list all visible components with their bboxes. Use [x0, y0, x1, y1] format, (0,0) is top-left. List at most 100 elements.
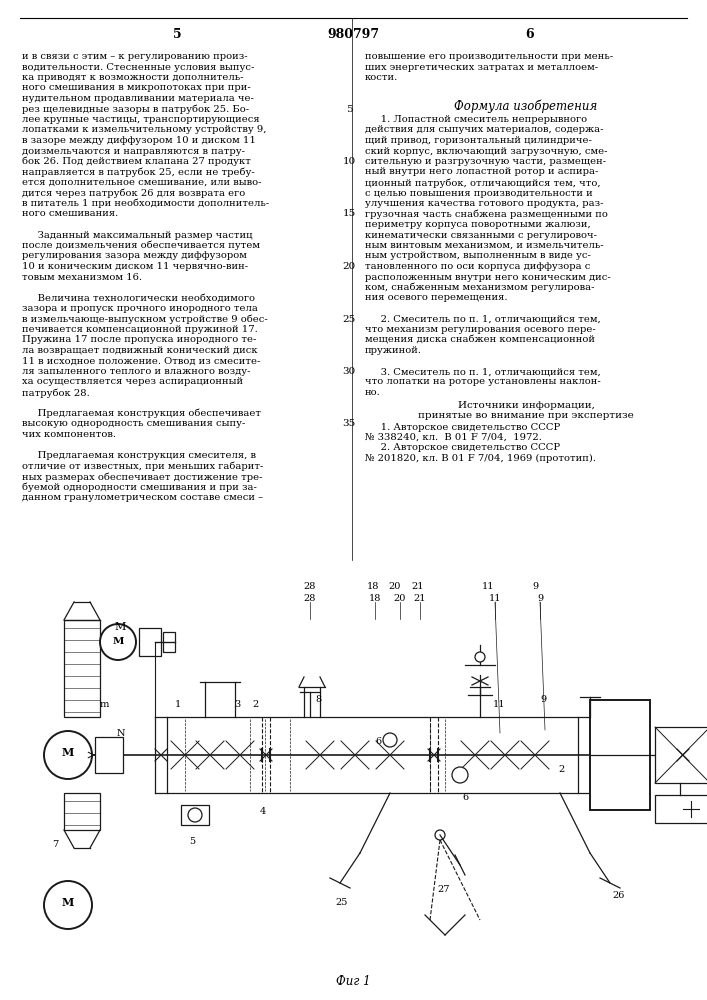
- Text: ния осевого перемещения.: ния осевого перемещения.: [365, 294, 508, 302]
- Text: Предлагаемая конструкция обеспечивает: Предлагаемая конструкция обеспечивает: [22, 409, 261, 418]
- Circle shape: [44, 881, 92, 929]
- Text: 3: 3: [234, 700, 240, 709]
- Text: 21: 21: [414, 594, 426, 603]
- Circle shape: [100, 624, 136, 660]
- Text: ский корпус, включающий загрузочную, сме-: ский корпус, включающий загрузочную, сме…: [365, 146, 607, 155]
- Text: 30: 30: [342, 367, 356, 376]
- Text: ных размерах обеспечивает достижение тре-: ных размерах обеспечивает достижение тре…: [22, 472, 262, 482]
- Text: 15: 15: [342, 210, 356, 219]
- Text: 9: 9: [537, 594, 543, 603]
- Text: кости.: кости.: [365, 73, 398, 82]
- Text: 6: 6: [462, 793, 468, 802]
- Text: 9: 9: [532, 582, 538, 591]
- Text: 5: 5: [189, 837, 195, 846]
- Text: 26: 26: [612, 891, 624, 900]
- Text: ным винтовым механизмом, и измельчитель-: ным винтовым механизмом, и измельчитель-: [365, 241, 604, 250]
- Bar: [163, 632, 175, 652]
- Text: печивается компенсационной пружиной 17.: печивается компенсационной пружиной 17.: [22, 325, 258, 334]
- Text: 980797: 980797: [327, 28, 379, 41]
- Text: 6: 6: [526, 28, 534, 41]
- Text: 18: 18: [367, 582, 379, 591]
- Text: 6: 6: [375, 737, 381, 746]
- Circle shape: [475, 652, 485, 662]
- Text: 1: 1: [175, 700, 181, 709]
- Text: 4: 4: [260, 807, 267, 816]
- Text: 18: 18: [369, 594, 381, 603]
- Text: Источники информации,: Источники информации,: [457, 400, 595, 410]
- Text: улучшения качества готового продукта, раз-: улучшения качества готового продукта, ра…: [365, 199, 604, 208]
- Text: 10 и коническим диском 11 червячно-вин-: 10 и коническим диском 11 червячно-вин-: [22, 262, 248, 271]
- Text: ка приводят к возможности дополнитель-: ка приводят к возможности дополнитель-: [22, 73, 243, 82]
- Text: 9: 9: [540, 695, 546, 704]
- Text: ха осуществляется через аспирационный: ха осуществляется через аспирационный: [22, 377, 243, 386]
- Text: 2. Смеситель по п. 1, отличающийся тем,: 2. Смеситель по п. 1, отличающийся тем,: [365, 314, 601, 324]
- Text: 11: 11: [493, 700, 506, 709]
- Text: лопатками к измельчительному устройству 9,: лопатками к измельчительному устройству …: [22, 125, 267, 134]
- Text: пружиной.: пружиной.: [365, 346, 422, 355]
- Text: 20: 20: [394, 594, 407, 603]
- Text: Пружина 17 после пропуска инородного те-: Пружина 17 после пропуска инородного те-: [22, 336, 257, 344]
- Text: M: M: [112, 638, 124, 647]
- Text: 28: 28: [304, 582, 316, 591]
- Text: Заданный максимальный размер частиц: Заданный максимальный размер частиц: [22, 231, 252, 239]
- Bar: [95, 737, 123, 773]
- Text: регулирования зазора между диффузором: регулирования зазора между диффузором: [22, 251, 247, 260]
- Text: 5: 5: [346, 104, 352, 113]
- Text: расположенным внутри него коническим дис-: расположенным внутри него коническим дис…: [365, 272, 611, 282]
- Text: M: M: [62, 898, 74, 908]
- Text: данном гранулометрическом составе смеси –: данном гранулометрическом составе смеси …: [22, 493, 263, 502]
- Text: щий привод, горизонтальный цилиндриче-: щий привод, горизонтальный цилиндриче-: [365, 136, 592, 145]
- Text: товым механизмом 16.: товым механизмом 16.: [22, 272, 142, 282]
- Text: 1. Лопастной смеситель непрерывного: 1. Лопастной смеситель непрерывного: [365, 115, 587, 124]
- Bar: [64, 620, 100, 717]
- Text: ного смешивания.: ного смешивания.: [22, 210, 118, 219]
- Text: M: M: [62, 748, 74, 758]
- Text: что лопатки на роторе установлены наклон-: что лопатки на роторе установлены наклон…: [365, 377, 601, 386]
- Text: высокую однородность смешивания сыпу-: высокую однородность смешивания сыпу-: [22, 420, 245, 428]
- Text: № 201820, кл. В 01 F 7/04, 1969 (прототип).: № 201820, кл. В 01 F 7/04, 1969 (прототи…: [365, 454, 596, 463]
- Text: Предлагаемая конструкция смесителя, в: Предлагаемая конструкция смесителя, в: [22, 451, 256, 460]
- Text: отличие от известных, при меньших габарит-: отличие от известных, при меньших габари…: [22, 462, 264, 471]
- Text: M: M: [115, 622, 126, 632]
- Text: № 338240, кл.  В 01 F 7/04,  1972.: № 338240, кл. В 01 F 7/04, 1972.: [365, 433, 542, 442]
- Bar: [655, 795, 707, 823]
- Text: тановленного по оси корпуса диффузора с: тановленного по оси корпуса диффузора с: [365, 262, 590, 271]
- Bar: [590, 700, 650, 810]
- Text: действия для сыпучих материалов, содержа-: действия для сыпучих материалов, содержа…: [365, 125, 604, 134]
- Text: ля запыленного теплого и влажного возду-: ля запыленного теплого и влажного возду-: [22, 367, 250, 376]
- Circle shape: [44, 731, 92, 779]
- Text: дится через патрубок 26 для возврата его: дится через патрубок 26 для возврата его: [22, 188, 245, 198]
- Text: 11 в исходное положение. Отвод из смесите-: 11 в исходное положение. Отвод из смесит…: [22, 357, 260, 365]
- Bar: [139, 628, 161, 656]
- Text: 8: 8: [315, 695, 321, 704]
- Text: ным устройством, выполненным в виде ус-: ным устройством, выполненным в виде ус-: [365, 251, 591, 260]
- Text: что механизм регулирования осевого пере-: что механизм регулирования осевого пере-: [365, 325, 596, 334]
- Text: 11: 11: [481, 582, 494, 591]
- Text: буемой однородности смешивания и при за-: буемой однородности смешивания и при за-: [22, 483, 257, 492]
- Text: но.: но.: [365, 388, 381, 397]
- Text: 1. Авторское свидетельство СССР: 1. Авторское свидетельство СССР: [365, 422, 560, 432]
- Bar: [64, 793, 100, 830]
- Text: 11: 11: [489, 594, 501, 603]
- Text: мещения диска снабжен компенсационной: мещения диска снабжен компенсационной: [365, 336, 595, 344]
- Text: после доизмельчения обеспечивается путем: после доизмельчения обеспечивается путем: [22, 241, 260, 250]
- Text: рез щелевидные зазоры в патрубок 25. Бо-: рез щелевидные зазоры в патрубок 25. Бо-: [22, 104, 249, 114]
- Text: Фиг 1: Фиг 1: [336, 975, 370, 988]
- Text: периметру корпуса поворотными жалюзи,: периметру корпуса поворотными жалюзи,: [365, 220, 591, 229]
- Text: m: m: [100, 700, 110, 709]
- Text: ционный патрубок, отличающийся тем, что,: ционный патрубок, отличающийся тем, что,: [365, 178, 601, 188]
- Text: зазора и пропуск прочного инородного тела: зазора и пропуск прочного инородного тел…: [22, 304, 258, 313]
- Text: направляется в патрубок 25, если не требу-: направляется в патрубок 25, если не треб…: [22, 167, 255, 177]
- Text: нудительном продавливании материала че-: нудительном продавливании материала че-: [22, 94, 254, 103]
- Text: 35: 35: [342, 420, 356, 428]
- Bar: [655, 727, 707, 783]
- Text: 28: 28: [304, 594, 316, 603]
- Text: в питатель 1 при необходимости дополнитель-: в питатель 1 при необходимости дополните…: [22, 199, 269, 209]
- Text: грузочная часть снабжена размещенными по: грузочная часть снабжена размещенными по: [365, 210, 608, 219]
- Text: Формула изобретения: Формула изобретения: [455, 99, 597, 113]
- Text: 7: 7: [52, 840, 58, 849]
- Text: ется дополнительное смешивание, или выво-: ется дополнительное смешивание, или выво…: [22, 178, 262, 187]
- Text: ного смешивания в микропотоках при при-: ного смешивания в микропотоках при при-: [22, 84, 251, 93]
- Text: 5: 5: [173, 28, 181, 41]
- Text: Величина технологически необходимого: Величина технологически необходимого: [22, 294, 255, 302]
